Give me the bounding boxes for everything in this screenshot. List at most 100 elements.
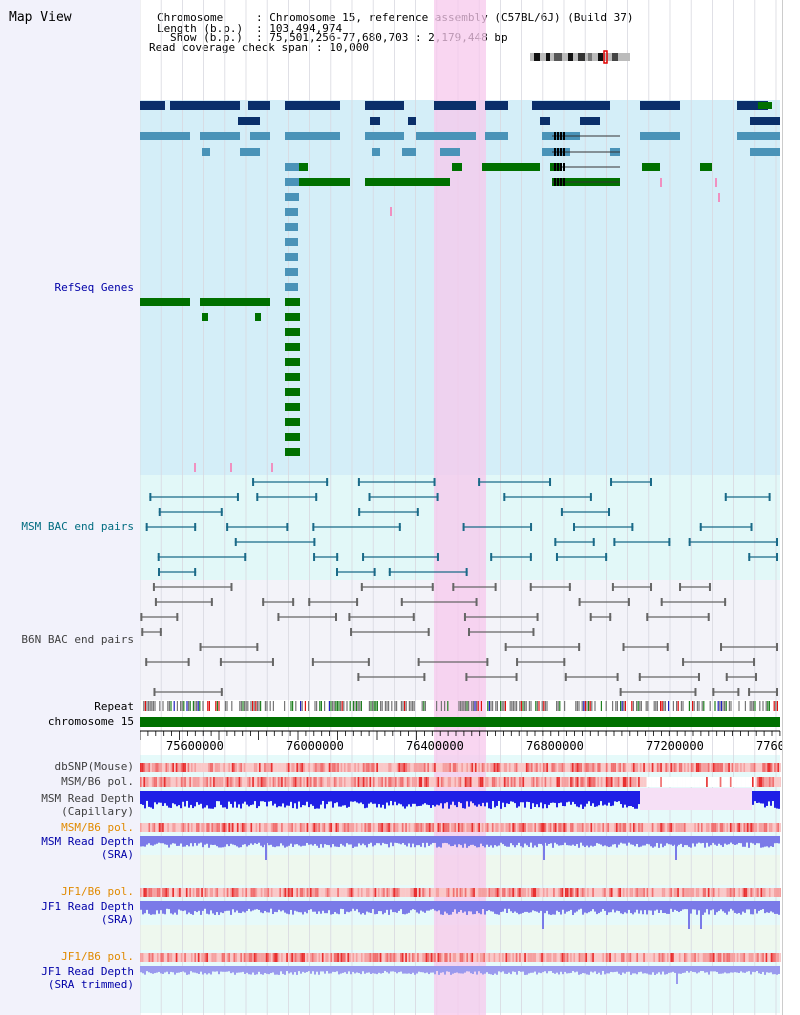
gene-refseq-dark <box>285 101 340 110</box>
gene-refseq-dark <box>365 101 404 110</box>
polymorphism-cell <box>585 823 588 832</box>
read-depth-bar <box>608 966 610 974</box>
polymorphism-cell <box>342 777 345 787</box>
read-depth-bar <box>402 901 404 915</box>
read-depth-bar <box>512 966 514 972</box>
read-depth-bar <box>450 836 452 847</box>
polymorphism-cell <box>650 953 652 962</box>
read-depth-bar <box>704 836 706 848</box>
polymorphism-cell <box>276 763 278 772</box>
polymorphism-cell <box>371 823 373 832</box>
read-depth-bar <box>560 901 562 915</box>
polymorphism-cell <box>304 763 307 772</box>
read-depth-bar <box>554 836 556 843</box>
polymorphism-cell <box>235 953 237 962</box>
polymorphism-cell <box>461 888 464 897</box>
msm-bac-pair-end <box>158 508 161 516</box>
vertical-scrollbar[interactable] <box>782 0 800 1015</box>
track-label-jf1-b6-pol-2[interactable]: JF1/B6 pol. <box>61 950 134 963</box>
polymorphism-cell <box>570 888 572 897</box>
polymorphism-cell <box>340 888 343 897</box>
track-label-msm-b6-pol-1[interactable]: MSM/B6 pol. <box>61 775 134 788</box>
read-depth-bar <box>418 901 420 914</box>
polymorphism-cell <box>362 823 365 832</box>
read-depth-bar <box>300 791 302 808</box>
read-depth-bar <box>460 836 462 846</box>
read-depth-bar <box>712 901 714 910</box>
read-depth-bar <box>570 836 572 846</box>
read-depth-bar <box>296 966 298 975</box>
polymorphism-cell <box>454 763 457 772</box>
read-depth-bar <box>608 791 610 803</box>
track-label-b6n-bac[interactable]: B6N BAC end pairs <box>21 633 134 646</box>
read-depth-bar <box>252 901 254 911</box>
polymorphism-cell <box>752 953 754 962</box>
read-depth-bar <box>296 836 298 845</box>
track-label-msm-bac[interactable]: MSM BAC end pairs <box>21 520 134 533</box>
polymorphism-cell <box>627 777 630 787</box>
polymorphism-cell <box>279 953 282 962</box>
repeat-feature <box>216 701 218 711</box>
repeat-feature <box>264 701 266 711</box>
polymorphism-cell <box>663 777 666 787</box>
chromosome-ideogram[interactable] <box>528 50 634 64</box>
polymorphism-cell <box>534 763 537 772</box>
polymorphism-cell <box>199 777 202 787</box>
polymorphism-cell <box>476 777 479 787</box>
track-label-msm-b6-pol-2[interactable]: MSM/B6 pol. <box>61 821 134 834</box>
polymorphism-cell <box>721 777 724 787</box>
read-depth-bar <box>552 966 554 973</box>
polymorphism-cell <box>568 823 571 832</box>
polymorphism-cell <box>661 763 664 772</box>
track-label-msm-depth-sra[interactable]: MSM Read Depth <box>41 835 134 848</box>
polymorphism-cell <box>153 888 156 897</box>
read-depth-bar <box>484 836 486 848</box>
genome-track-canvas[interactable]: 75600000 76000000 76400000 76800000 77200000… <box>140 0 782 1015</box>
polymorphism-cell <box>457 777 460 787</box>
polymorphism-cell <box>752 888 754 897</box>
track-label-jf1-depth-trim[interactable]: JF1 Read Depth <box>41 965 134 978</box>
polymorphism-cell <box>694 953 696 962</box>
polymorphism-cell <box>342 823 345 832</box>
repeat-feature <box>692 701 694 711</box>
gene-refseq-mid <box>372 148 380 156</box>
track-label-dbsnp[interactable]: dbSNP(Mouse) <box>54 760 134 773</box>
read-depth-bar <box>686 966 688 972</box>
polymorphism-cell <box>651 888 654 897</box>
track-label-repeat[interactable]: Repeat <box>94 700 134 713</box>
track-label-refseq[interactable]: RefSeq Genes <box>54 281 134 294</box>
b6n-bac-pair-end <box>529 583 532 591</box>
read-depth-bar <box>442 836 444 844</box>
polymorphism-cell <box>349 888 351 897</box>
read-depth-bar <box>248 966 250 975</box>
polymorphism-cell <box>277 777 280 787</box>
gene-refseq-mid <box>402 148 416 156</box>
polymorphism-cell <box>437 777 440 787</box>
repeat-feature <box>621 701 623 711</box>
polymorphism-cell <box>221 763 224 772</box>
polymorphism-cell <box>384 953 387 962</box>
polymorphism-cell <box>514 888 516 897</box>
read-depth-bar <box>196 836 198 846</box>
polymorphism-cell <box>378 777 380 787</box>
track-label-jf1-depth-sra[interactable]: JF1 Read Depth <box>41 900 134 913</box>
read-depth-bar <box>680 966 682 974</box>
repeat-feature <box>591 701 593 711</box>
polymorphism-cell <box>155 888 158 897</box>
repeat-feature <box>394 701 396 711</box>
read-depth-bar <box>268 836 270 846</box>
read-depth-bar <box>370 791 372 803</box>
polymorphism-cell <box>262 953 265 962</box>
polymorphism-cell <box>174 777 176 787</box>
read-depth-bar <box>692 836 694 844</box>
polymorphism-cell <box>719 777 722 787</box>
polymorphism-cell <box>194 888 197 897</box>
track-label-msm-depth-cap[interactable]: MSM Read Depth <box>41 792 134 805</box>
polymorphism-cell <box>345 823 348 832</box>
read-depth-bar <box>158 901 160 914</box>
msm-bac-pair-end <box>358 508 361 516</box>
track-label-jf1-b6-pol-1[interactable]: JF1/B6 pol. <box>61 885 134 898</box>
read-depth-bar <box>316 791 318 809</box>
read-depth-bar <box>164 966 166 973</box>
polymorphism-cell <box>627 823 630 832</box>
